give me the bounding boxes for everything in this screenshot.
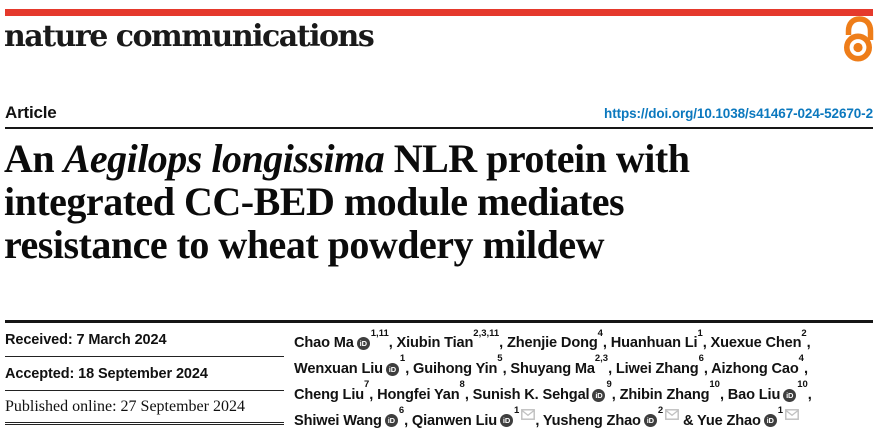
author-list: Chao Ma iD1,11, Xiubin Tian2,3,11, Zhenji… (294, 328, 876, 431)
author-line: Chao Ma iD1,11, Xiubin Tian2,3,11, Zhenji… (294, 328, 876, 354)
author-separator: , (388, 334, 397, 351)
author-name: Xuexue Chen (710, 334, 802, 351)
author-separator: , (404, 412, 412, 429)
affiliation-superscript: 4 (597, 327, 603, 339)
affiliation-superscript: 1 (777, 405, 784, 417)
author-separator: , (405, 360, 414, 377)
affiliation-superscript: 10 (709, 379, 720, 391)
history-row: Accepted: 18 September 2024 (5, 357, 284, 391)
author-separator: , (807, 386, 812, 403)
brand-color-bar (5, 9, 873, 16)
author-separator: & (679, 412, 698, 429)
header-divider (5, 127, 873, 129)
orcid-icon[interactable]: iD (763, 414, 777, 428)
orcid-icon[interactable]: iD (384, 414, 398, 428)
author-separator: , (803, 360, 808, 377)
author-separator: , (369, 386, 378, 403)
orcid-icon[interactable]: iD (385, 362, 399, 376)
author-separator: , (806, 334, 811, 351)
affiliation-superscript: 6 (698, 353, 704, 365)
affiliation-superscript: 8 (459, 379, 465, 391)
author-name: Aizhong Cao (711, 360, 799, 377)
author-line: Cheng Liu7, Hongfei Yan8, Sunish K. Sehg… (294, 379, 876, 406)
history-row: Received: 7 March 2024 (5, 323, 284, 357)
author-name: Qianwen Liu (411, 412, 498, 429)
affiliation-superscript: 10 (797, 379, 808, 391)
history-panel: Received: 7 March 2024 Accepted: 18 Septe… (5, 323, 284, 425)
author-name: Cheng Liu (294, 386, 364, 403)
author-separator: , (703, 360, 712, 377)
title-line: resistance to wheat powdery mildew (4, 222, 604, 267)
email-envelope-icon[interactable] (521, 409, 536, 421)
author-separator: , (499, 334, 507, 351)
affiliation-superscript: 5 (497, 353, 503, 365)
title-line: An Aegilops longissima NLR protein with (4, 136, 690, 181)
author-separator: , (608, 360, 616, 377)
email-envelope-icon[interactable] (665, 409, 680, 421)
affiliation-superscript: 4 (798, 353, 804, 365)
author-name: Yusheng Zhao (542, 412, 641, 429)
orcid-icon[interactable]: iD (500, 414, 514, 428)
author-name: Zhenjie Dong (506, 334, 598, 351)
open-access-icon (841, 14, 875, 62)
article-type-label: Article (5, 103, 57, 122)
section-divider (5, 320, 873, 323)
author-name: Shiwei Wang (294, 412, 382, 429)
affiliation-superscript: 9 (606, 379, 612, 391)
author-name: Huanhuan Li (610, 334, 698, 351)
author-separator: , (702, 334, 711, 351)
affiliation-superscript: 2,3,11 (473, 327, 500, 339)
orcid-icon[interactable]: iD (643, 414, 657, 428)
author-name: Hongfei Yan (377, 386, 460, 403)
author-name: Wenxuan Liu (294, 360, 383, 377)
author-separator: , (535, 412, 543, 429)
affiliation-superscript: 1 (697, 327, 703, 339)
affiliation-superscript: 1 (514, 405, 520, 417)
author-separator: , (502, 360, 511, 377)
author-name: Xiubin Tian (396, 334, 474, 351)
author-separator: , (719, 386, 728, 403)
author-line: Shiwei Wang iD6, Qianwen Liu iD1, Yusheng … (294, 405, 876, 432)
affiliation-superscript: 1,11 (370, 327, 389, 339)
author-name: Zhibin Zhang (619, 386, 710, 403)
author-line: Wenxuan Liu iD1, Guihong Yin5, Shuyang Ma… (294, 353, 876, 380)
author-name: Guihong Yin (413, 360, 498, 377)
article-title: An Aegilops longissima NLR protein with i… (4, 137, 870, 266)
author-separator: , (611, 386, 620, 403)
history-row: Published online: 27 September 2024 (5, 391, 284, 425)
orcid-icon[interactable]: iD (783, 388, 797, 402)
author-separator: , (602, 334, 611, 351)
author-name: Yue Zhao (697, 412, 761, 429)
journal-logo: nature communications (4, 19, 375, 54)
author-name: Liwei Zhang (615, 360, 699, 377)
affiliation-superscript: 6 (398, 405, 405, 417)
orcid-icon[interactable]: iD (592, 388, 606, 402)
author-name: Sunish K. Sehgal (472, 386, 590, 403)
affiliation-superscript: 2 (801, 327, 807, 339)
author-name: Bao Liu (727, 386, 781, 403)
author-name: Chao Ma (294, 334, 354, 351)
article-type-row: Article https://doi.org/10.1038/s41467-0… (5, 103, 873, 123)
affiliation-superscript: 1 (399, 353, 406, 365)
affiliation-superscript: 7 (364, 379, 370, 391)
doi-link[interactable]: https://doi.org/10.1038/s41467-024-52670… (604, 106, 873, 121)
affiliation-superscript: 2 (657, 405, 664, 417)
orcid-icon[interactable]: iD (356, 336, 370, 350)
author-name: Shuyang Ma (510, 360, 595, 377)
email-envelope-icon[interactable] (785, 409, 799, 421)
author-separator: , (464, 386, 473, 403)
affiliation-superscript: 2,3 (594, 353, 609, 365)
title-line: integrated CC-BED module mediates (4, 179, 625, 224)
